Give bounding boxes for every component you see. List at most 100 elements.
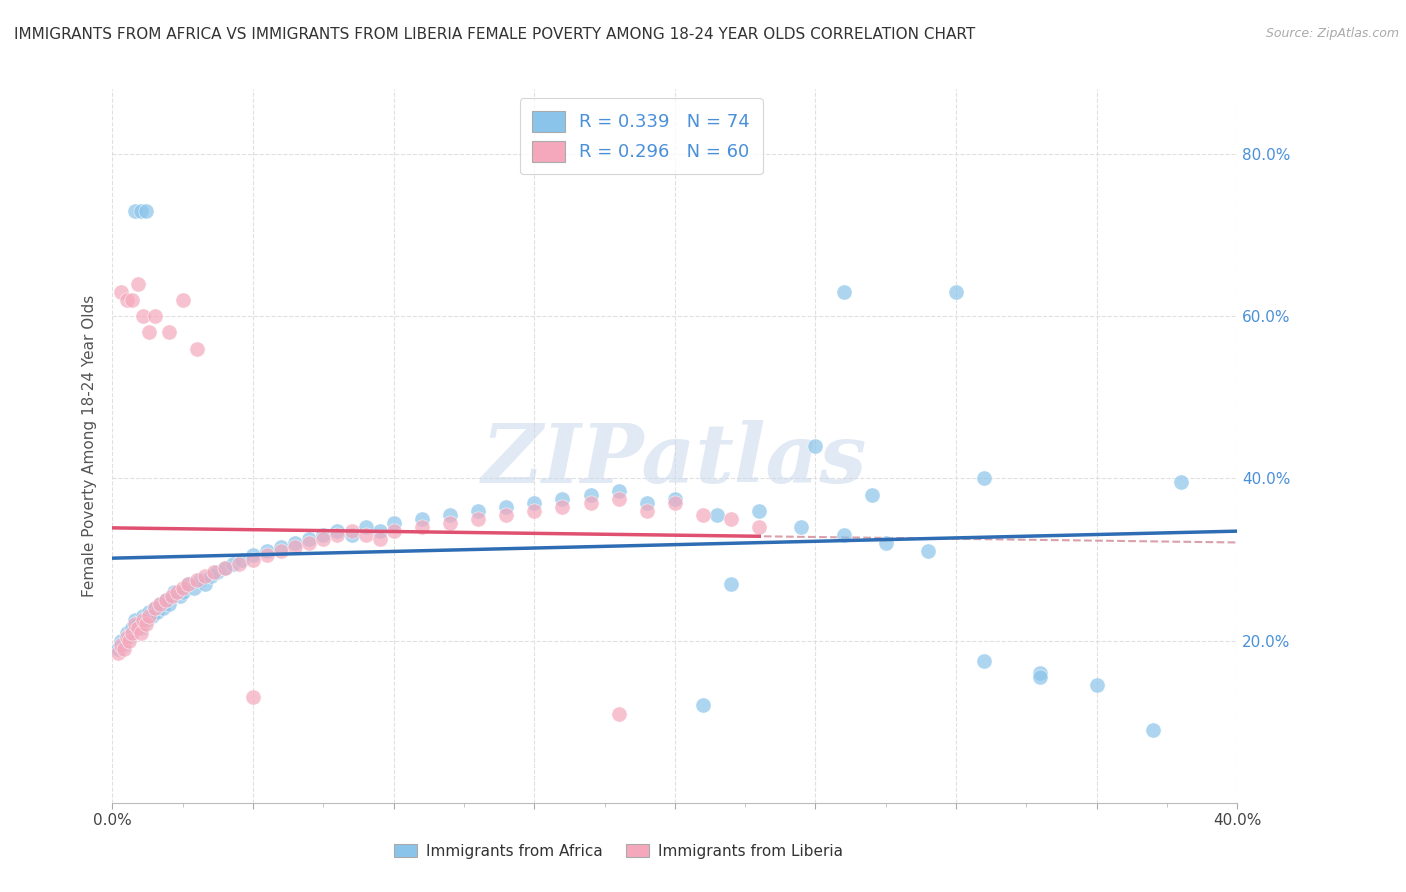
Point bbox=[636, 496, 658, 510]
Point bbox=[172, 585, 194, 599]
Point bbox=[790, 520, 813, 534]
Point bbox=[579, 496, 602, 510]
Point bbox=[135, 613, 157, 627]
Point bbox=[186, 573, 208, 587]
Point bbox=[129, 625, 152, 640]
Y-axis label: Female Poverty Among 18-24 Year Olds: Female Poverty Among 18-24 Year Olds bbox=[82, 295, 97, 597]
Text: ZIPatlas: ZIPatlas bbox=[482, 420, 868, 500]
Point bbox=[636, 504, 658, 518]
Point bbox=[107, 641, 129, 656]
Point bbox=[720, 577, 742, 591]
Point bbox=[115, 293, 138, 307]
Point bbox=[551, 491, 574, 506]
Point bbox=[124, 613, 146, 627]
Point bbox=[312, 528, 335, 542]
Point bbox=[298, 536, 321, 550]
Point bbox=[214, 560, 236, 574]
Point bbox=[368, 533, 391, 547]
Point bbox=[720, 512, 742, 526]
Point bbox=[467, 512, 489, 526]
Point bbox=[155, 593, 177, 607]
Point bbox=[326, 528, 349, 542]
Point bbox=[129, 622, 152, 636]
Point bbox=[832, 528, 855, 542]
Point bbox=[149, 597, 172, 611]
Point bbox=[228, 557, 250, 571]
Point bbox=[112, 641, 135, 656]
Point bbox=[138, 605, 160, 619]
Point bbox=[664, 491, 686, 506]
Point bbox=[127, 617, 149, 632]
Point bbox=[256, 549, 278, 563]
Point bbox=[664, 496, 686, 510]
Point bbox=[172, 293, 194, 307]
Point bbox=[945, 285, 967, 299]
Point bbox=[467, 504, 489, 518]
Point bbox=[177, 577, 200, 591]
Point bbox=[340, 528, 363, 542]
Point bbox=[411, 520, 433, 534]
Point bbox=[875, 536, 897, 550]
Point bbox=[160, 589, 183, 603]
Point bbox=[194, 568, 217, 582]
Point bbox=[110, 638, 132, 652]
Point bbox=[127, 277, 149, 291]
Point bbox=[382, 516, 405, 530]
Point bbox=[157, 326, 180, 340]
Point bbox=[132, 310, 155, 324]
Point bbox=[284, 541, 307, 555]
Point bbox=[340, 524, 363, 538]
Point bbox=[284, 536, 307, 550]
Point bbox=[135, 203, 157, 218]
Point bbox=[186, 342, 208, 356]
Point bbox=[973, 471, 995, 485]
Point bbox=[138, 609, 160, 624]
Point bbox=[804, 439, 827, 453]
Point bbox=[495, 508, 517, 522]
Point bbox=[354, 528, 377, 542]
Point bbox=[121, 625, 143, 640]
Point bbox=[124, 203, 146, 218]
Point bbox=[143, 310, 166, 324]
Point bbox=[368, 524, 391, 538]
Point bbox=[270, 544, 292, 558]
Point bbox=[205, 565, 228, 579]
Point bbox=[107, 646, 129, 660]
Text: Source: ZipAtlas.com: Source: ZipAtlas.com bbox=[1265, 27, 1399, 40]
Point bbox=[149, 597, 172, 611]
Point bbox=[579, 488, 602, 502]
Point bbox=[115, 630, 138, 644]
Point bbox=[382, 524, 405, 538]
Point bbox=[110, 285, 132, 299]
Point bbox=[1142, 723, 1164, 737]
Point bbox=[132, 609, 155, 624]
Point bbox=[860, 488, 883, 502]
Point bbox=[118, 630, 141, 644]
Point bbox=[495, 500, 517, 514]
Point bbox=[146, 605, 169, 619]
Point bbox=[256, 544, 278, 558]
Point bbox=[326, 524, 349, 538]
Point bbox=[242, 690, 264, 705]
Point bbox=[188, 573, 211, 587]
Point bbox=[166, 585, 188, 599]
Point bbox=[157, 597, 180, 611]
Point bbox=[135, 617, 157, 632]
Point bbox=[214, 560, 236, 574]
Point bbox=[607, 706, 630, 721]
Point bbox=[270, 541, 292, 555]
Point bbox=[124, 617, 146, 632]
Point bbox=[110, 633, 132, 648]
Point bbox=[194, 577, 217, 591]
Point bbox=[200, 568, 222, 582]
Point bbox=[298, 533, 321, 547]
Point bbox=[411, 512, 433, 526]
Text: IMMIGRANTS FROM AFRICA VS IMMIGRANTS FROM LIBERIA FEMALE POVERTY AMONG 18-24 YEA: IMMIGRANTS FROM AFRICA VS IMMIGRANTS FRO… bbox=[14, 27, 976, 42]
Point bbox=[152, 601, 174, 615]
Point bbox=[118, 633, 141, 648]
Point bbox=[155, 593, 177, 607]
Point bbox=[312, 533, 335, 547]
Point bbox=[132, 613, 155, 627]
Point bbox=[706, 508, 728, 522]
Point bbox=[183, 581, 205, 595]
